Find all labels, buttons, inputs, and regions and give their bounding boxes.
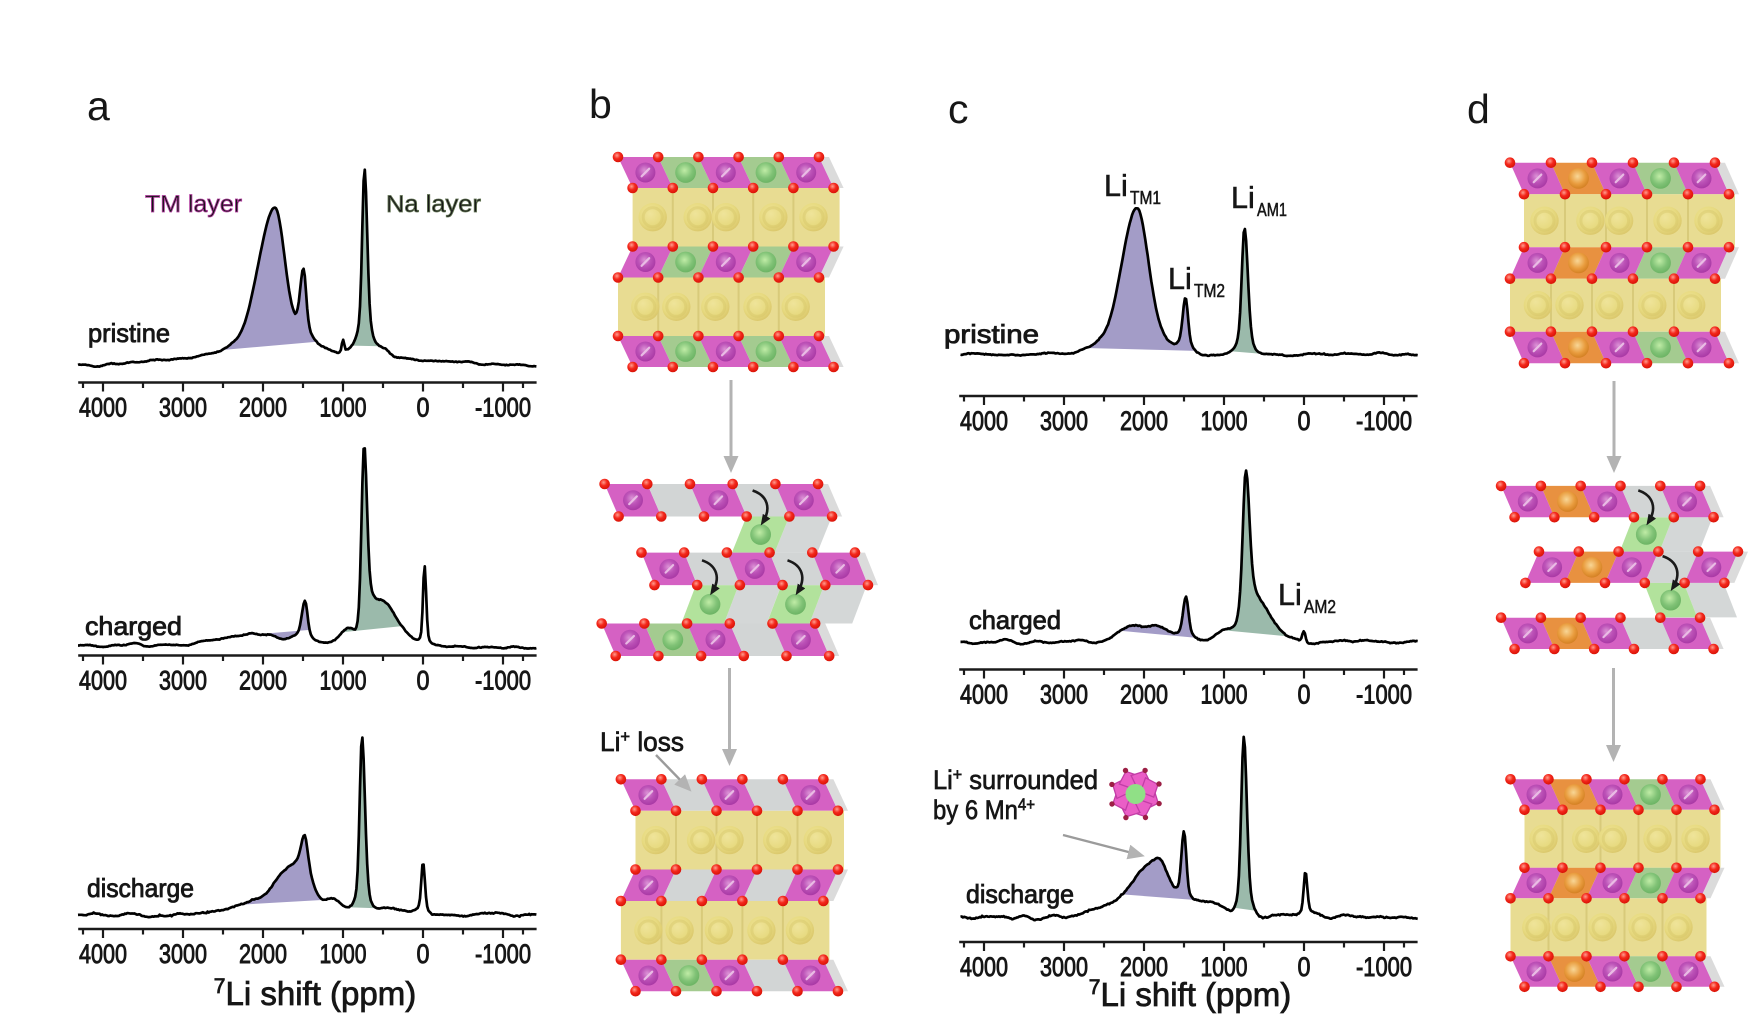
svg-text:TM2: TM2: [1194, 281, 1225, 301]
svg-text:-1000: -1000: [1356, 406, 1412, 436]
svg-text:b: b: [589, 81, 612, 127]
svg-text:2000: 2000: [239, 666, 287, 696]
svg-text:Li: Li: [1278, 578, 1302, 612]
svg-text:charged: charged: [85, 611, 182, 641]
svg-text:7Li shift (ppm): 7Li shift (ppm): [1089, 976, 1291, 1013]
svg-text:Li: Li: [1104, 169, 1128, 203]
svg-text:-1000: -1000: [475, 939, 531, 969]
svg-text:7Li shift (ppm): 7Li shift (ppm): [214, 975, 416, 1012]
svg-text:3000: 3000: [1040, 406, 1088, 436]
svg-text:0: 0: [1298, 952, 1311, 982]
svg-text:0: 0: [1298, 406, 1311, 436]
svg-text:3000: 3000: [159, 393, 207, 423]
svg-text:4000: 4000: [79, 666, 127, 696]
svg-text:0: 0: [417, 666, 430, 696]
svg-text:c: c: [948, 86, 969, 132]
svg-text:4000: 4000: [960, 406, 1008, 436]
svg-text:charged: charged: [969, 605, 1061, 635]
svg-text:d: d: [1467, 86, 1490, 132]
svg-text:4000: 4000: [79, 939, 127, 969]
svg-text:2000: 2000: [1120, 406, 1168, 436]
svg-text:discharge: discharge: [87, 873, 194, 903]
svg-text:2000: 2000: [1120, 952, 1168, 982]
svg-text:3000: 3000: [159, 939, 207, 969]
svg-text:a: a: [87, 83, 110, 129]
svg-text:Li+ loss: Li+ loss: [600, 727, 684, 757]
svg-text:0: 0: [1298, 680, 1311, 710]
svg-text:4000: 4000: [960, 680, 1008, 710]
svg-text:3000: 3000: [1040, 680, 1088, 710]
svg-text:TM layer: TM layer: [145, 191, 242, 218]
svg-text:TM1: TM1: [1130, 188, 1161, 208]
svg-text:1000: 1000: [320, 939, 367, 969]
svg-text:pristine: pristine: [944, 319, 1039, 349]
svg-text:1000: 1000: [1201, 406, 1248, 436]
svg-text:1000: 1000: [1201, 952, 1248, 982]
svg-text:AM2: AM2: [1304, 597, 1336, 617]
svg-text:-1000: -1000: [475, 666, 531, 696]
svg-text:discharge: discharge: [966, 879, 1074, 909]
svg-text:-1000: -1000: [475, 393, 531, 423]
svg-text:AM1: AM1: [1257, 200, 1287, 220]
svg-text:1000: 1000: [320, 666, 367, 696]
svg-text:0: 0: [417, 393, 430, 423]
svg-text:pristine: pristine: [88, 318, 170, 348]
svg-text:Na layer: Na layer: [386, 191, 481, 218]
svg-text:3000: 3000: [159, 666, 207, 696]
svg-text:4000: 4000: [960, 952, 1008, 982]
svg-text:2000: 2000: [239, 393, 287, 423]
svg-text:0: 0: [417, 939, 430, 969]
svg-text:2000: 2000: [239, 939, 287, 969]
svg-text:4000: 4000: [79, 393, 127, 423]
svg-text:-1000: -1000: [1356, 680, 1412, 710]
svg-text:-1000: -1000: [1356, 952, 1412, 982]
svg-text:3000: 3000: [1040, 952, 1088, 982]
svg-text:Li: Li: [1231, 181, 1255, 215]
svg-text:Li: Li: [1168, 262, 1192, 296]
svg-text:1000: 1000: [1201, 680, 1248, 710]
svg-text:1000: 1000: [320, 393, 367, 423]
svg-text:2000: 2000: [1120, 680, 1168, 710]
